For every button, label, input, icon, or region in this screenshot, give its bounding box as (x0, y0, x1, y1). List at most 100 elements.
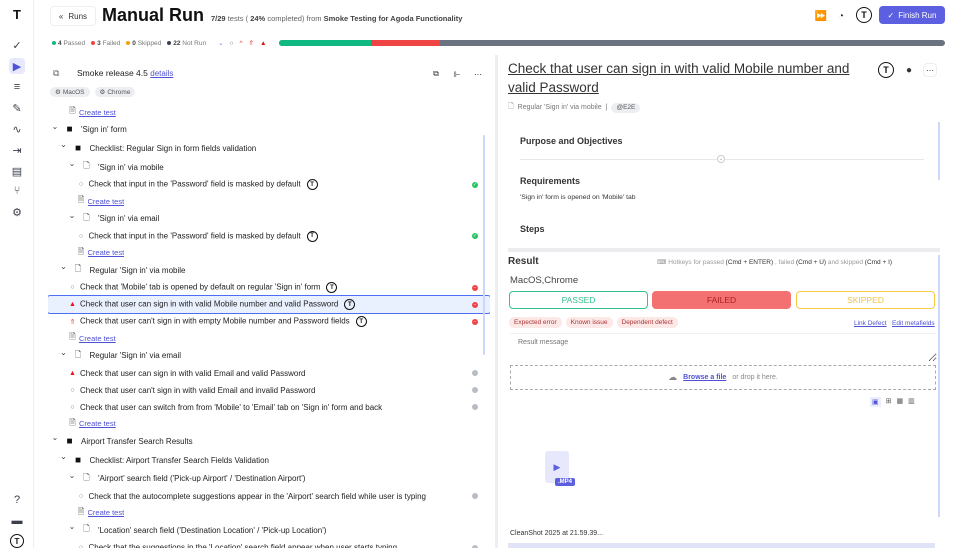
create-test-link[interactable]: Create test (87, 248, 125, 258)
folder-row[interactable]: ⌄ ■ 'Sign in' form (48, 121, 490, 140)
copy-icon[interactable]: ⧉ (433, 69, 439, 78)
critical-filter-icon[interactable]: ▲ (260, 39, 267, 47)
chip-expected-error[interactable]: Expected error (509, 317, 562, 328)
test-row[interactable]: ○ Check that the suggestions in the 'Loca… (48, 539, 490, 548)
preview-view-icon[interactable]: ▣ (870, 397, 881, 407)
create-test-link[interactable]: Create test (79, 107, 116, 117)
circle-filter-icon[interactable]: ○ (229, 39, 234, 47)
create-test-row[interactable]: 🗎 Create test (48, 245, 490, 262)
timer-icon[interactable]: ● (905, 64, 913, 76)
chevron-down-icon[interactable]: ⌄ (68, 470, 76, 480)
browse-file-link[interactable]: Browse a file (683, 374, 727, 381)
branch-icon[interactable]: ⑂ (13, 185, 21, 197)
test-row[interactable]: ⇑ Check that user can't sign in with empt… (48, 313, 490, 330)
file-dropzone[interactable]: ☁ Browse a file or drop it here. (510, 365, 936, 390)
skipped-button[interactable]: SKIPPED (796, 291, 935, 309)
tree-icon[interactable]: ⊩ (453, 69, 461, 79)
panel-divider[interactable] (495, 55, 498, 548)
description-scrollbar[interactable] (938, 122, 940, 180)
resize-handle[interactable] (508, 248, 940, 252)
test-title[interactable]: Check that user can't sign in with valid… (80, 385, 316, 395)
tree-scrollbar[interactable] (483, 135, 485, 355)
chevron-up-filter-icon[interactable]: ^ (239, 39, 243, 47)
result-scrollbar[interactable] (938, 255, 940, 517)
chip-dependent-defect[interactable]: Dependent defect (616, 317, 678, 328)
play-icon[interactable]: ▶ (9, 58, 25, 74)
mp4-file-thumbnail[interactable]: ▶ .MP4 (545, 451, 576, 489)
logo-icon[interactable]: T (13, 6, 21, 22)
folder-icon[interactable]: ▬ (11, 515, 23, 527)
project-link[interactable]: Smoke Testing for Agoda Functionality (323, 14, 463, 23)
test-title[interactable]: Check that user can't sign in with empty… (80, 316, 367, 328)
avatar-icon[interactable]: T (9, 533, 25, 549)
test-title[interactable]: Check that user can sign in with valid E… (80, 368, 306, 378)
create-test-row[interactable]: 🗎 Create test (48, 104, 490, 121)
back-to-runs-button[interactable]: «Runs (50, 6, 96, 26)
create-test-row[interactable]: 🗎 Create test (48, 193, 490, 210)
suite-row[interactable]: ⌄ 🗋 Regular 'Sign in' via mobile (48, 261, 490, 279)
test-title[interactable]: Check that user can sign in with valid M… (80, 299, 356, 311)
chip-known-issue[interactable]: Known issue (565, 317, 613, 328)
chevron-down-icon[interactable]: ⌄ (60, 451, 67, 461)
chevron-down-filter-icon[interactable]: ⌄ (218, 40, 224, 47)
double-chevron-up-filter-icon[interactable]: ⇑ (248, 40, 255, 47)
create-test-link[interactable]: Create test (87, 196, 125, 206)
test-row[interactable]: ○ Check that user can't sign in with vali… (48, 382, 490, 399)
failed-button[interactable]: FAILED (652, 291, 791, 309)
edit-metafields-link[interactable]: Edit metafields (892, 320, 935, 327)
suite-row[interactable]: ⌄ 🗋 'Location' search field ('Destination … (48, 521, 490, 539)
timer-icon[interactable]: ◔ (837, 10, 845, 22)
avatar[interactable]: T (856, 7, 872, 23)
test-title[interactable]: Check that user can sign in with valid M… (508, 61, 850, 95)
test-row[interactable]: ○ Check that the autocomplete suggestions… (48, 488, 490, 505)
folder-row[interactable]: ⌄ ■ Checklist: Airport Transfer Search Fie… (48, 451, 490, 470)
activity-icon[interactable]: ∿ (12, 123, 22, 136)
create-test-row[interactable]: 🗎 Create test (48, 505, 490, 522)
assignee-avatar[interactable]: T (878, 62, 894, 78)
test-row[interactable]: ○ Check that 'Mobile' tab is opened by de… (48, 279, 490, 296)
pen-icon[interactable]: ✎ (12, 102, 22, 115)
result-message-input[interactable] (510, 333, 937, 362)
create-test-link[interactable]: Create test (87, 508, 125, 518)
chevron-down-icon[interactable]: ⌄ (60, 140, 67, 150)
test-row[interactable]: ○ Check that input in the 'Password' fiel… (48, 176, 490, 193)
chevron-down-icon[interactable]: ⌄ (60, 262, 67, 272)
finish-run-button[interactable]: ✓ Finish Run (879, 6, 945, 24)
suite-row[interactable]: ⌄ 🗋 'Airport' search field ('Pick-up Airpo… (48, 470, 490, 488)
check-icon[interactable]: ✓ (12, 39, 22, 52)
chart-icon[interactable]: ▤ (11, 165, 23, 178)
test-row[interactable]: ○ Check that input in the 'Password' fiel… (48, 228, 490, 245)
folder-row[interactable]: ⌄ ■ Checklist: Regular Sign in form fields… (48, 139, 490, 158)
create-test-link[interactable]: Create test (79, 419, 116, 429)
chevron-down-icon[interactable]: ⌄ (60, 347, 67, 357)
import-icon[interactable]: ⇥ (12, 144, 22, 157)
chevron-down-icon[interactable]: ⌄ (51, 433, 59, 443)
test-row[interactable]: ▲ Check that user can sign in with valid … (48, 295, 490, 315)
test-title[interactable]: Check that 'Mobile' tab is opened by def… (80, 282, 338, 294)
chevron-down-icon[interactable]: ⌄ (68, 159, 76, 169)
details-link[interactable]: details (150, 69, 174, 78)
suite-row[interactable]: ⌄ 🗋 'Sign in' via email (48, 210, 490, 228)
test-title[interactable]: Check that input in the 'Password' field… (89, 179, 318, 191)
expand-icon[interactable]: ⌄ (717, 155, 725, 163)
passed-button[interactable]: PASSED (509, 291, 648, 309)
help-icon[interactable]: ? (13, 494, 21, 506)
create-test-link[interactable]: Create test (79, 333, 116, 343)
folder-row[interactable]: ⌄ ■ Airport Transfer Search Results (48, 432, 490, 451)
more-icon[interactable]: ⋯ (474, 69, 482, 79)
chevron-down-icon[interactable]: ⌄ (68, 210, 76, 220)
grid-view-icon[interactable]: ⊞ (885, 398, 892, 405)
test-row[interactable]: ○ Check that user can switch from from 'M… (48, 399, 490, 416)
list-view-icon[interactable]: ▦ (896, 398, 904, 405)
test-title[interactable]: Check that user can switch from from 'Mo… (80, 402, 383, 412)
test-title[interactable]: Check that the suggestions in the 'Locat… (88, 543, 398, 548)
table-view-icon[interactable]: ▥ (908, 398, 915, 405)
chevron-down-icon[interactable]: ⌄ (51, 121, 59, 131)
bottom-scrollbar[interactable] (508, 543, 935, 548)
create-test-row[interactable]: 🗎 Create test (48, 330, 490, 347)
link-defect-link[interactable]: Link Defect (854, 320, 887, 327)
test-title[interactable]: Check that the autocomplete suggestions … (88, 491, 426, 501)
list-check-icon[interactable]: ≡ (13, 81, 21, 93)
gear-icon[interactable]: ⚙ (12, 206, 22, 219)
more-icon[interactable]: ⋯ (923, 63, 937, 77)
